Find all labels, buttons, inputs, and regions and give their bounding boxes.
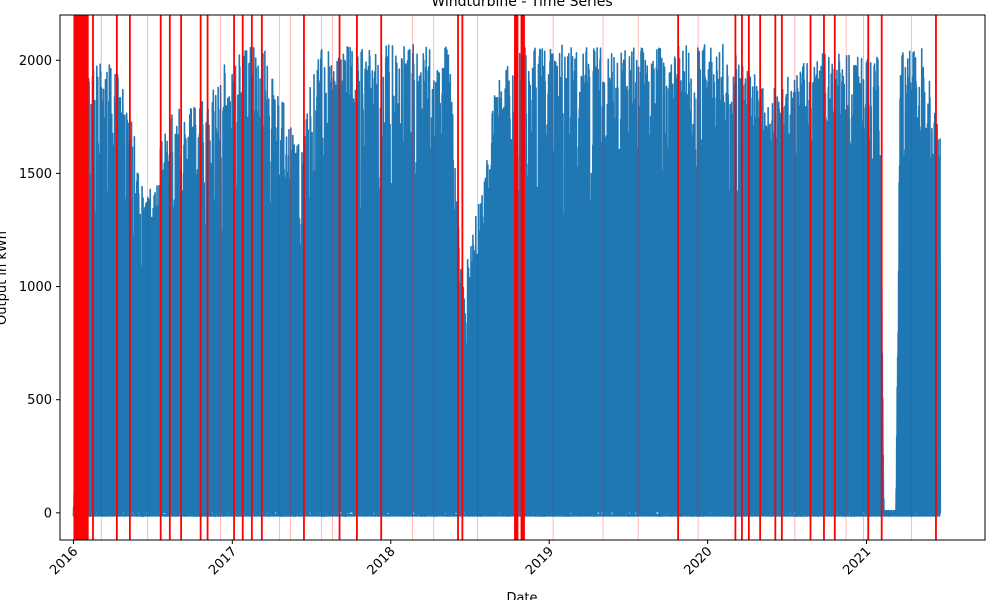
y-tick-label: 0 bbox=[44, 506, 52, 521]
plot-area bbox=[72, 15, 942, 540]
anomaly-band bbox=[514, 15, 519, 540]
x-tick-label: 2016 bbox=[47, 544, 81, 578]
y-axis-label: Output in kWh bbox=[0, 231, 10, 325]
y-tick-label: 500 bbox=[27, 393, 52, 408]
x-tick-label: 2020 bbox=[681, 544, 715, 578]
x-tick-label: 2017 bbox=[206, 544, 240, 578]
x-tick-label: 2018 bbox=[365, 544, 399, 578]
x-axis-label: Date bbox=[506, 591, 537, 600]
y-tick-label: 1000 bbox=[19, 280, 52, 295]
x-tick-label: 2021 bbox=[840, 544, 874, 578]
anomaly-band bbox=[73, 15, 89, 540]
y-tick-label: 2000 bbox=[19, 54, 52, 69]
chart-title: Windturbine - Time Series bbox=[431, 0, 612, 10]
anomaly-band bbox=[520, 15, 525, 540]
y-tick-label: 1500 bbox=[19, 167, 52, 182]
x-tick-label: 2019 bbox=[523, 544, 557, 578]
axes-frame bbox=[59, 14, 986, 541]
